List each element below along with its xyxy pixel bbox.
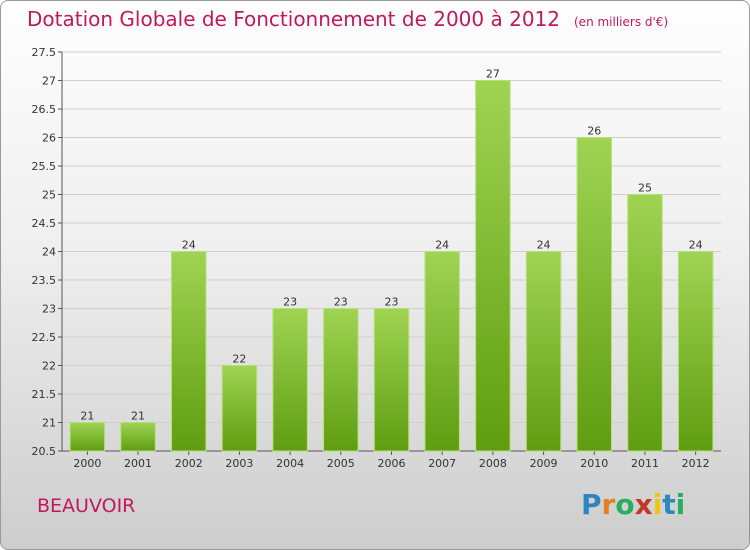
x-tick-label: 2002	[175, 457, 203, 470]
bar-2012	[677, 251, 714, 452]
data-label: 27	[486, 68, 500, 81]
chart-subtitle: (en milliers d'€)	[574, 15, 669, 29]
proxiti-logo[interactable]: Proxiti	[581, 488, 685, 521]
y-tick-label: 22.5	[32, 331, 57, 344]
y-tick-label: 20.5	[32, 445, 57, 458]
data-label: 24	[689, 239, 703, 252]
x-tick-label: 2003	[225, 457, 253, 470]
x-tick-label: 2011	[631, 457, 659, 470]
x-tick-label: 2012	[682, 457, 710, 470]
y-tick-label: 25	[42, 189, 56, 202]
bar-2011	[627, 194, 663, 452]
y-tick-label: 24.5	[32, 217, 57, 230]
logo-letter: x	[634, 488, 653, 521]
data-label: 23	[334, 296, 348, 309]
logo-letter: t	[662, 488, 676, 521]
x-tick-label: 2010	[580, 457, 608, 470]
bar-2004	[272, 308, 308, 452]
data-label: 26	[587, 125, 601, 138]
chart-title-text: Dotation Globale de Fonctionnement de 20…	[27, 7, 560, 31]
logo-letter: i	[652, 488, 663, 521]
bar-2010	[576, 137, 613, 452]
y-tick-label: 27.5	[32, 46, 57, 59]
data-label: 22	[232, 353, 246, 366]
x-tick-label: 2001	[124, 457, 152, 470]
y-tick-label: 24	[42, 246, 56, 259]
chart-title: Dotation Globale de Fonctionnement de 20…	[27, 7, 668, 31]
x-tick-label: 2006	[378, 457, 406, 470]
bar-2006	[373, 308, 410, 452]
logo-letter: i	[675, 488, 686, 521]
y-tick-label: 23.5	[32, 274, 57, 287]
data-label: 21	[80, 410, 94, 423]
y-tick-label: 27	[42, 75, 56, 88]
bar-2005	[323, 308, 359, 452]
x-tick-label: 2005	[327, 457, 355, 470]
y-tick-label: 22	[42, 360, 56, 373]
bar-2003	[221, 365, 258, 452]
bar-2008	[475, 80, 511, 452]
y-tick-label: 21	[42, 417, 56, 430]
y-tick-label: 26.5	[32, 103, 57, 116]
bar-2001	[120, 422, 156, 452]
bar-2007	[424, 251, 460, 452]
data-label: 24	[537, 239, 551, 252]
bar-2000	[69, 422, 106, 452]
y-tick-label: 21.5	[32, 388, 57, 401]
logo-letter: o	[615, 488, 635, 521]
x-tick-label: 2009	[530, 457, 558, 470]
x-tick-label: 2004	[276, 457, 304, 470]
data-label: 21	[131, 410, 145, 423]
bar-2009	[525, 251, 562, 452]
logo-letter: r	[601, 488, 616, 521]
bar-2002	[170, 251, 207, 452]
y-tick-label: 23	[42, 303, 56, 316]
data-label: 24	[182, 239, 196, 252]
commune-name: BEAUVOIR	[37, 495, 136, 517]
y-tick-label: 25.5	[32, 160, 57, 173]
x-tick-label: 2007	[428, 457, 456, 470]
logo-letter: P	[581, 488, 602, 521]
y-tick-label: 26	[42, 132, 56, 145]
x-tick-label: 2008	[479, 457, 507, 470]
bars	[69, 80, 714, 452]
x-tick-label: 2000	[73, 457, 101, 470]
data-label: 23	[385, 296, 399, 309]
data-label: 24	[435, 239, 449, 252]
data-label: 23	[283, 296, 297, 309]
data-label: 25	[638, 182, 652, 195]
labels: 20.5 21 21.5 22 22.5 23 23.5 24 24.5 25 25.5 26 26.5…	[32, 46, 710, 470]
